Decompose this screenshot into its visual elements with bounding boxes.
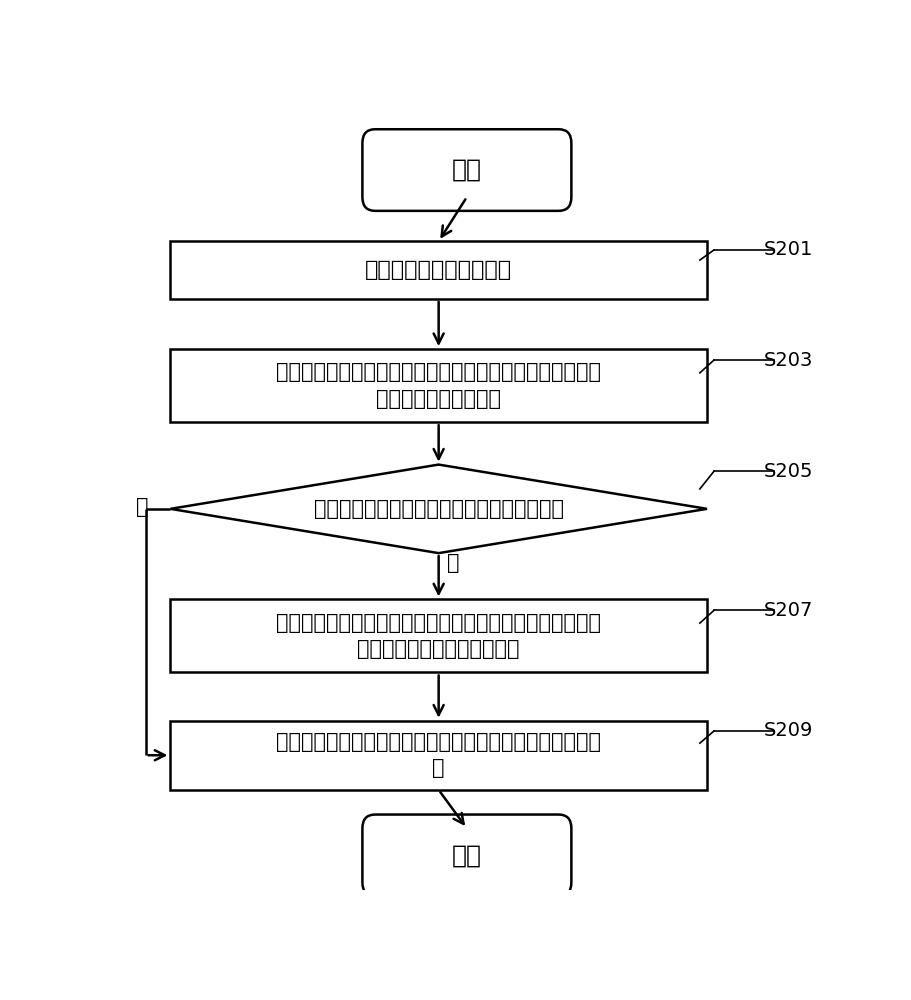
Bar [170,599,707,672]
Text: S201: S201 [763,240,813,259]
Text: 是: 是 [446,553,459,573]
FancyBboxPatch shape [363,815,571,896]
Text: 结束: 结束 [452,843,482,867]
Text: S207: S207 [763,601,813,620]
Text: S203: S203 [763,351,813,370]
Polygon shape [170,465,707,553]
Bar [170,349,707,422]
Text: 否: 否 [136,497,148,517]
Text: 调高所述拍摄人物的人脸亮度值，并且调低所述背景亮度值
以提升所述拍摄人物的曝光量: 调高所述拍摄人物的人脸亮度值，并且调低所述背景亮度值 以提升所述拍摄人物的曝光量 [276,613,601,659]
Bar [170,721,707,790]
Text: 判断所述人脸亮度值是否小于所述背景亮度值: 判断所述人脸亮度值是否小于所述背景亮度值 [313,499,564,519]
Text: S209: S209 [763,721,813,740]
Text: S205: S205 [763,462,813,481]
Bar [170,241,707,299]
FancyBboxPatch shape [363,129,571,211]
Text: 根据所述拍照指令获取拍摄预览画面中呈现的拍摄人物的人
脸亮度值和背景亮度值: 根据所述拍照指令获取拍摄预览画面中呈现的拍摄人物的人 脸亮度值和背景亮度值 [276,362,601,409]
Text: 开始: 开始 [452,158,482,182]
Text: 根据调整后的所述拍摄人物的曝光量对所述拍摄人物进行拍
摄: 根据调整后的所述拍摄人物的曝光量对所述拍摄人物进行拍 摄 [276,732,601,778]
Text: 接收用户触发的拍照指令: 接收用户触发的拍照指令 [365,260,512,280]
